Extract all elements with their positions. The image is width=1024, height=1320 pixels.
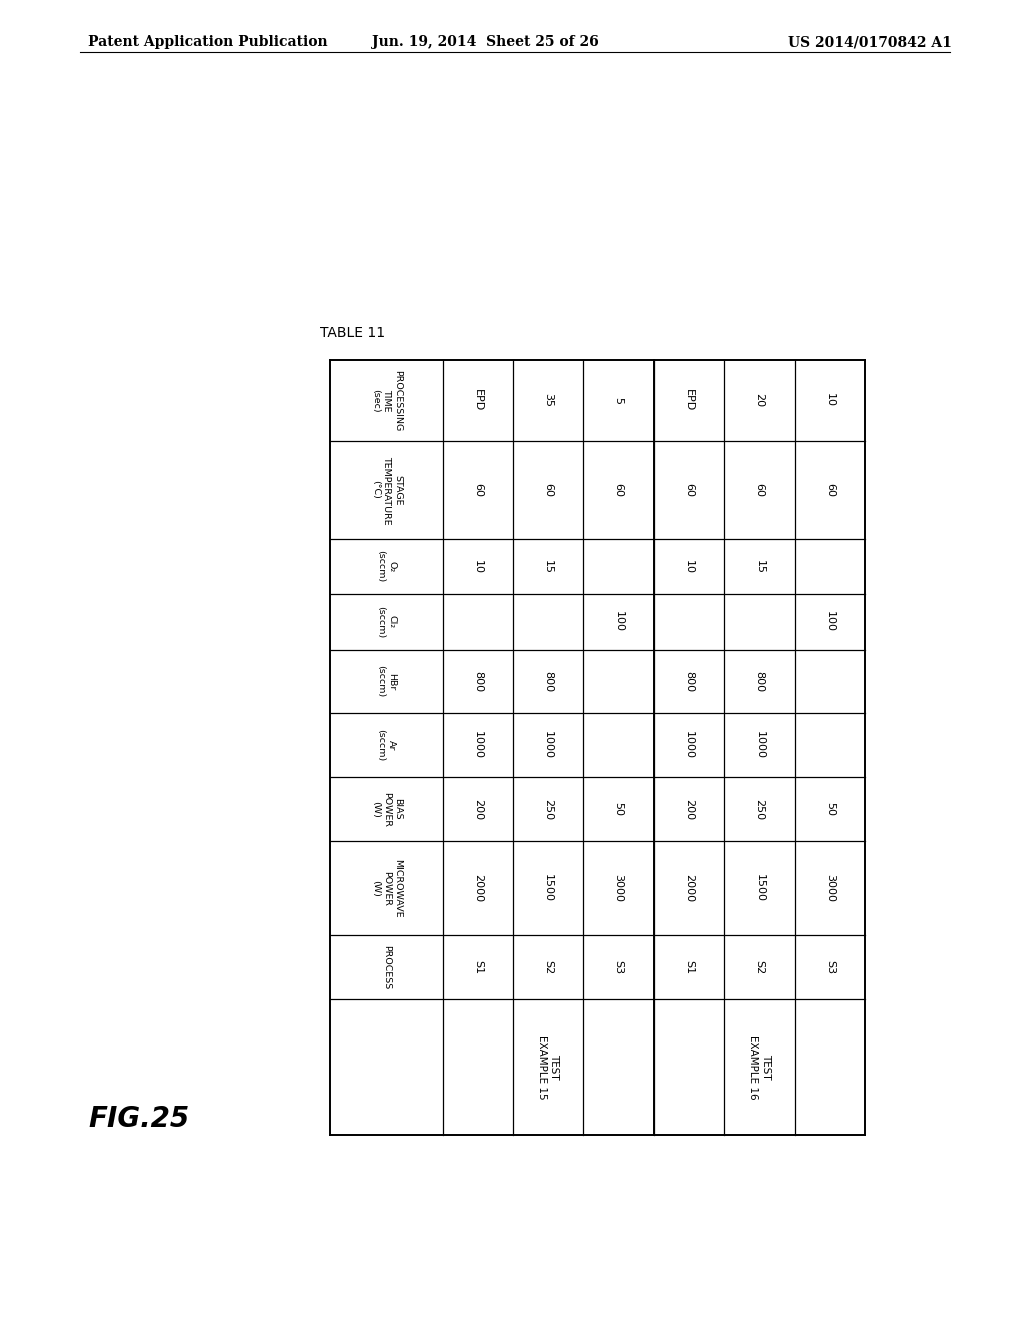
Text: S3: S3 xyxy=(824,960,835,974)
Text: PROCESS: PROCESS xyxy=(382,945,391,989)
Text: MICROWAVE
POWER
(W): MICROWAVE POWER (W) xyxy=(371,859,401,917)
Text: 60: 60 xyxy=(473,483,483,496)
Text: S2: S2 xyxy=(543,960,553,974)
Text: S2: S2 xyxy=(755,960,764,974)
Text: 1000: 1000 xyxy=(684,731,694,759)
Text: HBr
(sccm): HBr (sccm) xyxy=(376,665,396,698)
Text: 2000: 2000 xyxy=(684,874,694,902)
Text: 800: 800 xyxy=(755,671,764,692)
Text: 60: 60 xyxy=(755,483,764,496)
Text: 250: 250 xyxy=(755,799,764,820)
Text: 60: 60 xyxy=(824,483,835,496)
Text: 50: 50 xyxy=(613,803,624,816)
Text: TABLE 11: TABLE 11 xyxy=(319,326,385,341)
Text: FIG.25: FIG.25 xyxy=(88,1105,189,1133)
Text: 100: 100 xyxy=(613,611,624,632)
Text: 10: 10 xyxy=(824,393,835,408)
Text: 200: 200 xyxy=(473,799,483,820)
Text: Ar
(sccm): Ar (sccm) xyxy=(376,729,396,762)
Text: 1500: 1500 xyxy=(543,874,553,902)
Text: 3000: 3000 xyxy=(824,874,835,902)
Text: 800: 800 xyxy=(543,671,553,692)
Text: 200: 200 xyxy=(684,799,694,820)
Text: EPD: EPD xyxy=(473,389,483,412)
Text: 10: 10 xyxy=(684,560,694,573)
Text: TEST
EXAMPLE 15: TEST EXAMPLE 15 xyxy=(537,1035,559,1100)
Text: 100: 100 xyxy=(824,611,835,632)
Text: S3: S3 xyxy=(613,960,624,974)
Text: 1500: 1500 xyxy=(755,874,764,902)
Text: TEST
EXAMPLE 16: TEST EXAMPLE 16 xyxy=(749,1035,771,1100)
Text: 800: 800 xyxy=(473,671,483,692)
Text: PROCESSING
TIME
(sec): PROCESSING TIME (sec) xyxy=(371,370,401,432)
Text: 15: 15 xyxy=(543,560,553,573)
Text: 20: 20 xyxy=(755,393,764,408)
Text: Patent Application Publication: Patent Application Publication xyxy=(88,36,328,49)
Text: S1: S1 xyxy=(684,960,694,974)
Text: US 2014/0170842 A1: US 2014/0170842 A1 xyxy=(788,36,952,49)
Text: EPD: EPD xyxy=(684,389,694,412)
Text: Cl₂
(sccm): Cl₂ (sccm) xyxy=(376,606,396,638)
Text: 1000: 1000 xyxy=(473,731,483,759)
Text: 5: 5 xyxy=(613,397,624,404)
Text: 800: 800 xyxy=(684,671,694,692)
Text: Jun. 19, 2014  Sheet 25 of 26: Jun. 19, 2014 Sheet 25 of 26 xyxy=(372,36,599,49)
Text: 60: 60 xyxy=(543,483,553,496)
Text: 10: 10 xyxy=(473,560,483,573)
Text: STAGE
TEMPERATURE
(°C): STAGE TEMPERATURE (°C) xyxy=(371,455,401,524)
Text: 250: 250 xyxy=(543,799,553,820)
Text: 60: 60 xyxy=(613,483,624,496)
Text: S1: S1 xyxy=(473,960,483,974)
Text: BIAS
POWER
(W): BIAS POWER (W) xyxy=(371,792,401,826)
Text: 3000: 3000 xyxy=(613,874,624,902)
Text: 35: 35 xyxy=(543,393,553,408)
Text: 1000: 1000 xyxy=(543,731,553,759)
Text: 2000: 2000 xyxy=(473,874,483,902)
Text: 50: 50 xyxy=(824,803,835,816)
Text: 1000: 1000 xyxy=(755,731,764,759)
Text: 60: 60 xyxy=(684,483,694,496)
Text: 15: 15 xyxy=(755,560,764,573)
Text: O₂
(sccm): O₂ (sccm) xyxy=(376,550,396,582)
